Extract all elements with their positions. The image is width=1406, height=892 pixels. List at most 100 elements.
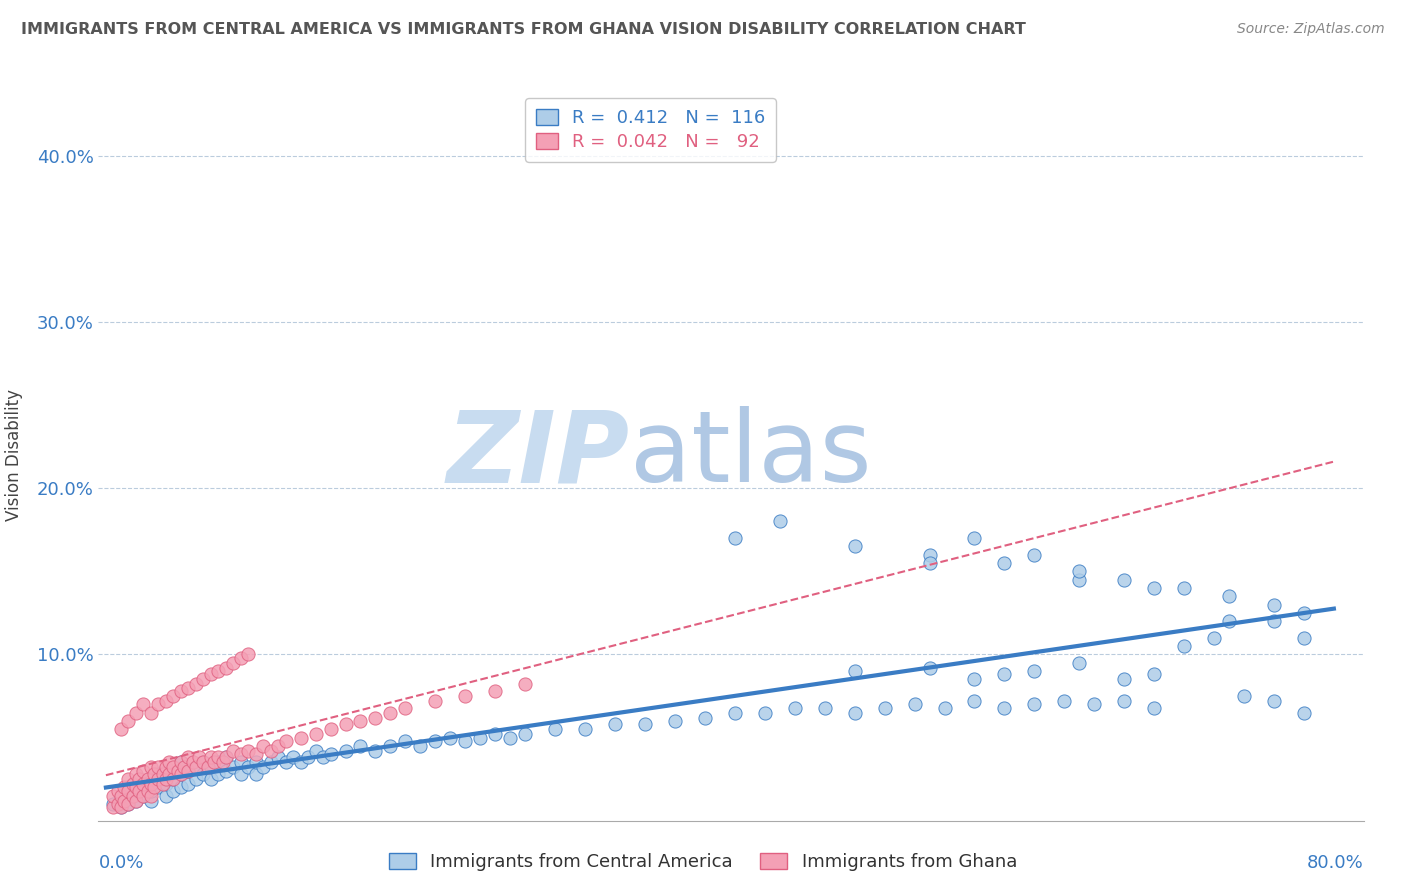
- Point: [238, 744, 260, 758]
- Point: [724, 531, 747, 545]
- Point: [110, 800, 132, 814]
- Point: [783, 700, 806, 714]
- Point: [1069, 573, 1091, 587]
- Point: [222, 656, 245, 670]
- Point: [238, 760, 260, 774]
- Point: [152, 777, 174, 791]
- Point: [1083, 698, 1105, 712]
- Point: [170, 767, 193, 781]
- Point: [222, 744, 245, 758]
- Point: [170, 780, 193, 795]
- Point: [148, 698, 170, 712]
- Point: [162, 783, 184, 797]
- Point: [484, 684, 506, 698]
- Point: [1263, 614, 1285, 628]
- Point: [229, 650, 252, 665]
- Point: [574, 723, 596, 737]
- Point: [148, 767, 170, 781]
- Point: [170, 684, 193, 698]
- Point: [207, 767, 229, 781]
- Point: [844, 706, 866, 720]
- Point: [1263, 598, 1285, 612]
- Point: [319, 747, 342, 761]
- Point: [125, 783, 148, 797]
- Point: [380, 706, 402, 720]
- Point: [207, 664, 229, 678]
- Point: [918, 661, 941, 675]
- Point: [139, 760, 162, 774]
- Point: [157, 767, 180, 781]
- Point: [148, 780, 170, 795]
- Point: [252, 739, 274, 753]
- Point: [1143, 581, 1166, 595]
- Point: [139, 789, 162, 803]
- Point: [274, 734, 297, 748]
- Point: [1053, 694, 1076, 708]
- Point: [724, 706, 747, 720]
- Point: [304, 744, 326, 758]
- Point: [197, 760, 219, 774]
- Point: [1233, 689, 1256, 703]
- Point: [200, 750, 222, 764]
- Point: [934, 700, 956, 714]
- Point: [103, 800, 125, 814]
- Point: [107, 783, 129, 797]
- Legend: R =  0.412   N =  116, R =  0.042   N =   92: R = 0.412 N = 116, R = 0.042 N = 92: [524, 98, 776, 161]
- Point: [155, 789, 177, 803]
- Point: [215, 750, 238, 764]
- Point: [142, 767, 165, 781]
- Point: [484, 727, 506, 741]
- Point: [112, 794, 135, 808]
- Point: [177, 764, 200, 778]
- Point: [1024, 664, 1046, 678]
- Point: [335, 744, 357, 758]
- Point: [117, 714, 139, 728]
- Point: [267, 750, 290, 764]
- Point: [132, 789, 155, 803]
- Y-axis label: Vision Disability: Vision Disability: [4, 389, 22, 521]
- Point: [139, 777, 162, 791]
- Point: [1143, 700, 1166, 714]
- Point: [252, 760, 274, 774]
- Point: [259, 756, 281, 770]
- Point: [1114, 694, 1136, 708]
- Point: [177, 764, 200, 778]
- Point: [103, 797, 125, 811]
- Point: [903, 698, 925, 712]
- Point: [166, 764, 188, 778]
- Point: [193, 756, 215, 770]
- Point: [259, 744, 281, 758]
- Point: [1114, 573, 1136, 587]
- Point: [117, 797, 139, 811]
- Point: [152, 767, 174, 781]
- Point: [184, 760, 207, 774]
- Point: [155, 694, 177, 708]
- Point: [297, 750, 319, 764]
- Point: [425, 694, 447, 708]
- Point: [274, 756, 297, 770]
- Point: [193, 673, 215, 687]
- Point: [349, 714, 371, 728]
- Point: [229, 767, 252, 781]
- Point: [136, 772, 159, 786]
- Point: [110, 723, 132, 737]
- Point: [162, 689, 184, 703]
- Point: [211, 756, 233, 770]
- Point: [394, 734, 416, 748]
- Point: [132, 777, 155, 791]
- Point: [304, 727, 326, 741]
- Point: [1292, 706, 1315, 720]
- Point: [245, 756, 267, 770]
- Point: [155, 760, 177, 774]
- Point: [394, 700, 416, 714]
- Point: [1069, 656, 1091, 670]
- Point: [184, 677, 207, 691]
- Point: [181, 756, 204, 770]
- Point: [157, 756, 180, 770]
- Point: [319, 723, 342, 737]
- Point: [245, 747, 267, 761]
- Point: [202, 756, 225, 770]
- Point: [290, 756, 312, 770]
- Point: [515, 677, 537, 691]
- Point: [693, 710, 716, 724]
